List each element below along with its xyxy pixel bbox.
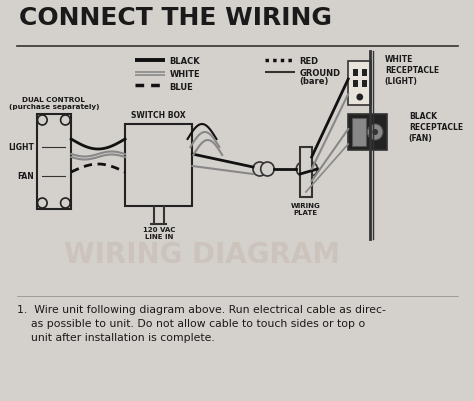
Bar [348,62,371,106]
Bar [353,70,358,77]
Circle shape [253,162,266,176]
Bar [362,81,366,88]
Text: DUAL CONTROL
(purchase separately): DUAL CONTROL (purchase separately) [9,97,99,110]
Bar [348,115,387,151]
Bar [300,148,312,198]
Text: BLUE: BLUE [169,83,193,92]
Bar [352,119,365,147]
Text: RED: RED [299,57,319,66]
Text: BLACK: BLACK [169,57,200,66]
Text: WIRING
PLATE: WIRING PLATE [291,203,321,215]
Text: 1.  Wire unit following diagram above. Run electrical cable as direc-: 1. Wire unit following diagram above. Ru… [17,304,386,314]
Text: FAN: FAN [17,172,34,181]
Circle shape [296,162,310,176]
Text: 120 VAC
LINE IN: 120 VAC LINE IN [143,227,175,239]
Text: unit after installation is complete.: unit after installation is complete. [17,332,215,342]
Text: CONNECT THE WIRING: CONNECT THE WIRING [19,6,332,30]
Bar [36,115,71,209]
Text: WHITE
RECEPTACLE
(LIGHT): WHITE RECEPTACLE (LIGHT) [385,55,439,86]
Text: WIRING DIAGRAM: WIRING DIAGRAM [64,241,340,268]
Circle shape [367,125,383,141]
Bar [125,125,192,207]
Bar [362,70,366,77]
Text: GROUND: GROUND [299,69,340,78]
Bar [353,81,358,88]
Text: as possible to unit. Do not allow cable to touch sides or top o: as possible to unit. Do not allow cable … [17,318,365,328]
Text: (bare): (bare) [299,77,328,86]
Circle shape [261,162,274,176]
Text: BLACK
RECEPTACLE
(FAN): BLACK RECEPTACLE (FAN) [409,112,463,143]
Text: SWITCH BOX: SWITCH BOX [131,111,186,120]
Text: WHITE: WHITE [169,70,200,79]
Circle shape [372,130,378,136]
Circle shape [304,162,318,176]
Text: LIGHT: LIGHT [8,143,34,152]
Circle shape [356,94,363,101]
